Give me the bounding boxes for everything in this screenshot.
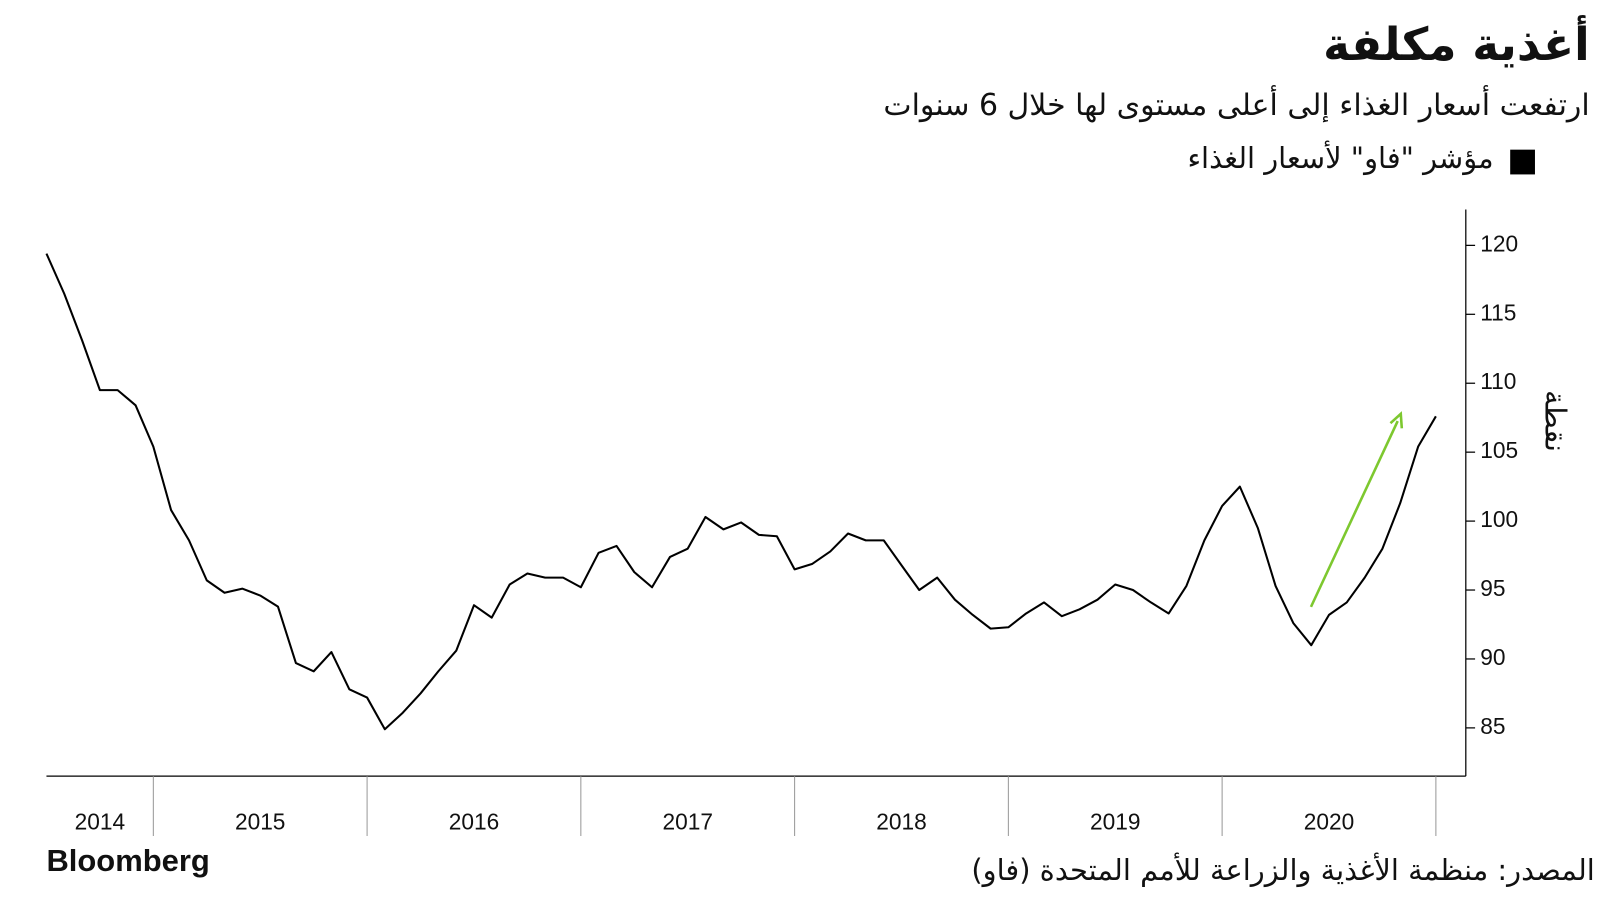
x-tick-label: 2020 (1304, 809, 1354, 835)
y-tick-label: 120 (1480, 230, 1518, 256)
x-tick-label: 2019 (1090, 809, 1140, 835)
y-tick-label: 115 (1480, 299, 1516, 325)
x-tick-label: 2017 (662, 809, 712, 835)
y-tick-label: 110 (1480, 368, 1516, 394)
source: المصدر: منظمة الأغذية والزراعة للأمم الم… (971, 851, 1594, 887)
trend-arrow (1309, 420, 1399, 608)
chart-subtitle: ارتفعت أسعار الغذاء إلى أعلى مستوى لها خ… (883, 84, 1589, 123)
y-tick-label: 95 (1480, 575, 1505, 601)
chart-title: أغذية مكلفة (1323, 15, 1590, 71)
y-tick-label: 100 (1480, 506, 1518, 532)
x-tick-label: 2018 (876, 809, 926, 835)
y-tick-label: 90 (1480, 644, 1505, 670)
data-line (45, 253, 1437, 731)
x-tick-label: 2016 (449, 809, 499, 835)
y-axis-label: نقطة (1539, 390, 1573, 452)
x-tick-label: 2015 (235, 809, 285, 835)
brand: Bloomberg (46, 843, 209, 878)
y-tick-label: 85 (1480, 713, 1505, 739)
legend-label: مؤشر "فاو" لأسعار الغذاء (1187, 139, 1493, 175)
x-tick-label: 2014 (75, 809, 125, 835)
y-tick-label: 105 (1480, 437, 1518, 463)
trend-arrow-head (1389, 411, 1404, 429)
legend-swatch (1510, 149, 1535, 175)
